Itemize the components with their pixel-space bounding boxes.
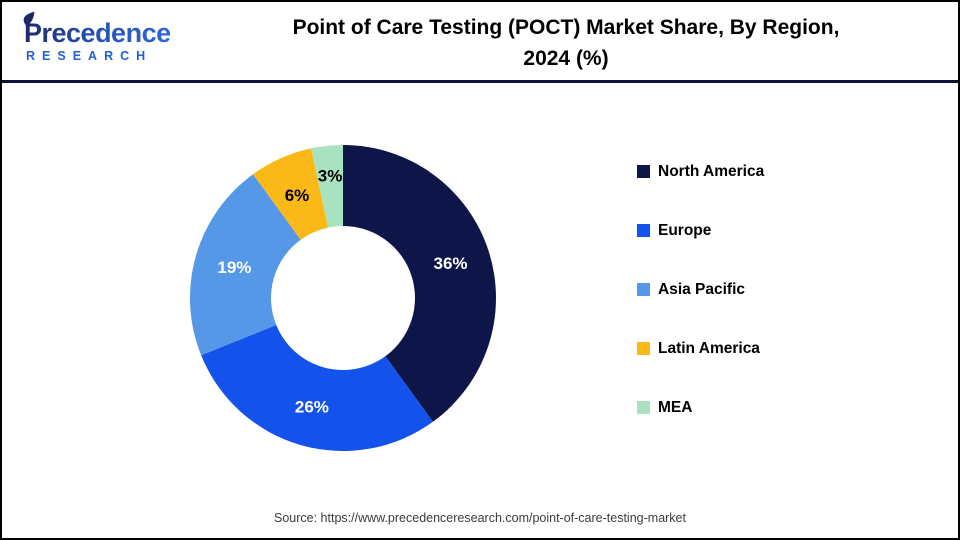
legend-item-latin-america: Latin America: [637, 337, 764, 360]
chart-area: 36% 26% 19% 6% 3% North America Europe Asia Pa…: [2, 83, 958, 535]
title-line-1: Point of Care Testing (POCT) Market Shar…: [292, 16, 840, 39]
slice-label-north-america: 36%: [433, 254, 467, 273]
pie-slice-asia-pacific: [190, 174, 301, 356]
legend-swatch-mea: [637, 401, 650, 414]
legend-label-latin-america: Latin America: [658, 339, 760, 357]
title-line-2: 2024 (%): [523, 47, 609, 70]
legend-swatch-latin-america: [637, 342, 650, 355]
page-title: Point of Care Testing (POCT) Market Shar…: [184, 8, 958, 74]
legend-label-mea: MEA: [658, 398, 693, 416]
header: Precedence RESEARCH Point of Care Testin…: [2, 2, 958, 83]
slice-label-europe: 26%: [295, 398, 329, 417]
pie-slice-europe: [201, 324, 433, 451]
slice-label-mea: 3%: [318, 167, 343, 186]
pie-slice-north-america: [343, 145, 496, 422]
precedence-logo: Precedence RESEARCH: [2, 11, 184, 64]
legend-item-europe: Europe: [637, 219, 764, 242]
donut-chart: 36% 26% 19% 6% 3%: [190, 145, 496, 451]
logo-text-precedence: Precedence: [24, 18, 171, 48]
slice-label-latin-america: 6%: [285, 186, 310, 205]
leaf-icon: [23, 11, 35, 26]
logo-text-research: RESEARCH: [26, 49, 153, 63]
legend-swatch-asia-pacific: [637, 283, 650, 296]
legend-label-north-america: North America: [658, 162, 765, 180]
pie-slice-latin-america: [253, 148, 329, 240]
legend-label-asia-pacific: Asia Pacific: [658, 280, 746, 298]
legend-swatch-north-america: [637, 165, 650, 178]
source-text: Source: https://www.precedenceresearch.c…: [274, 511, 686, 525]
legend-swatch-europe: [637, 224, 650, 237]
pie-slice-mea: [311, 145, 343, 228]
legend-item-north-america: North America: [637, 160, 764, 183]
legend-label-europe: Europe: [658, 221, 712, 239]
logo-wordmark: Precedence: [20, 11, 184, 48]
legend-item-asia-pacific: Asia Pacific: [637, 278, 764, 301]
chart-legend: North America Europe Asia Pacific Latin Ame…: [637, 160, 764, 455]
slice-label-asia-pacific: 19%: [217, 258, 251, 277]
legend-item-mea: MEA: [637, 396, 764, 419]
